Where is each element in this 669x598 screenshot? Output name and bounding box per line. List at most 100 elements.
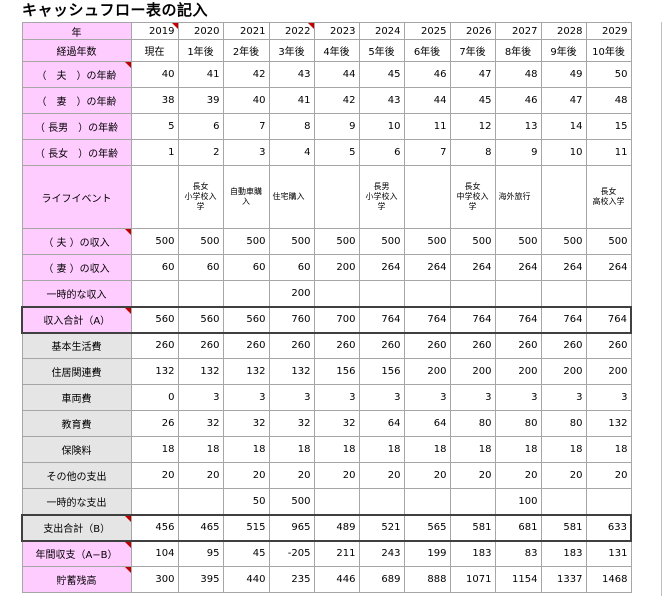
elapsed-cell[interactable]: 3年後 <box>268 39 315 62</box>
value-cell[interactable]: 500 <box>222 228 270 255</box>
value-cell[interactable]: 3 <box>358 384 405 411</box>
row-label[interactable]: 一時的な支出 <box>21 488 132 515</box>
value-cell[interactable]: 581 <box>449 513 496 542</box>
value-cell[interactable]: 200 <box>403 358 451 385</box>
value-cell[interactable]: 211 <box>313 540 360 567</box>
value-cell[interactable]: 20 <box>358 462 405 489</box>
value-cell[interactable]: 395 <box>177 566 224 593</box>
value-cell[interactable]: 46 <box>494 87 542 114</box>
value-cell[interactable]: 47 <box>540 87 587 114</box>
value-cell[interactable]: 260 <box>177 332 224 359</box>
life-event-cell[interactable] <box>313 165 360 229</box>
value-cell[interactable]: 45 <box>358 61 405 88</box>
value-cell[interactable]: 18 <box>403 436 451 463</box>
value-cell[interactable]: 8 <box>449 139 496 166</box>
elapsed-cell[interactable]: 8年後 <box>494 39 542 62</box>
value-cell[interactable]: 48 <box>494 61 542 88</box>
value-cell[interactable]: 3 <box>222 139 270 166</box>
value-cell[interactable]: 260 <box>403 332 451 359</box>
value-cell[interactable]: 581 <box>540 513 587 542</box>
value-cell[interactable]: 40 <box>222 87 270 114</box>
life-event-label[interactable]: ライフイベント <box>21 165 132 229</box>
life-event-cell[interactable]: 海外旅行 <box>494 165 542 229</box>
elapsed-cell[interactable]: 5年後 <box>358 39 405 62</box>
value-cell[interactable]: 20 <box>130 462 179 489</box>
row-label[interactable]: 一時的な収入 <box>21 280 132 307</box>
value-cell[interactable]: 264 <box>358 254 405 281</box>
year-cell[interactable]: 2025 <box>403 22 451 40</box>
value-cell[interactable]: 11 <box>403 113 451 140</box>
value-cell[interactable]: 13 <box>494 113 542 140</box>
value-cell[interactable]: 60 <box>268 254 315 281</box>
value-cell[interactable]: 515 <box>222 513 270 542</box>
value-cell[interactable]: 41 <box>268 87 315 114</box>
value-cell[interactable]: 41 <box>177 61 224 88</box>
value-cell[interactable]: 100 <box>494 488 542 515</box>
value-cell[interactable]: 243 <box>358 540 405 567</box>
value-cell[interactable]: 10 <box>540 139 587 166</box>
value-cell[interactable]: 1337 <box>540 566 587 593</box>
row-label[interactable]: （ 夫 ）の年齢 <box>21 61 132 88</box>
value-cell[interactable]: 565 <box>403 513 451 542</box>
value-cell[interactable]: 50 <box>222 488 270 515</box>
value-cell[interactable]: 7 <box>222 113 270 140</box>
value-cell[interactable]: 3 <box>222 384 270 411</box>
value-cell[interactable] <box>130 488 179 515</box>
value-cell[interactable]: 64 <box>403 410 451 437</box>
life-event-cell[interactable]: 長男 小学校入学 <box>358 165 405 229</box>
value-cell[interactable]: 3 <box>403 384 451 411</box>
year-cell[interactable]: 2029 <box>585 22 632 40</box>
value-cell[interactable]: 3 <box>494 384 542 411</box>
value-cell[interactable]: 689 <box>358 566 405 593</box>
row-label[interactable]: （ 長女 ）の年齢 <box>21 139 132 166</box>
value-cell[interactable]: 200 <box>313 254 360 281</box>
value-cell[interactable]: 1154 <box>494 566 542 593</box>
value-cell[interactable]: 300 <box>130 566 179 593</box>
value-cell[interactable]: 11 <box>585 139 632 166</box>
year-cell[interactable]: 2024 <box>358 22 405 40</box>
value-cell[interactable]: 3 <box>540 384 587 411</box>
value-cell[interactable]: 260 <box>313 332 360 359</box>
value-cell[interactable] <box>585 488 632 515</box>
elapsed-label[interactable]: 経過年数 <box>21 39 132 62</box>
value-cell[interactable]: 18 <box>222 436 270 463</box>
elapsed-cell[interactable]: 7年後 <box>449 39 496 62</box>
value-cell[interactable]: 633 <box>585 513 632 542</box>
value-cell[interactable]: 80 <box>494 410 542 437</box>
value-cell[interactable]: 32 <box>222 410 270 437</box>
value-cell[interactable]: 500 <box>313 228 360 255</box>
value-cell[interactable]: 44 <box>313 61 360 88</box>
life-event-cell[interactable] <box>403 165 451 229</box>
value-cell[interactable]: 681 <box>494 513 542 542</box>
value-cell[interactable]: 500 <box>130 228 179 255</box>
row-label[interactable]: 貯蓄残高 <box>21 566 132 593</box>
value-cell[interactable]: 700 <box>313 305 360 334</box>
value-cell[interactable]: 2 <box>177 139 224 166</box>
value-cell[interactable]: 3 <box>313 384 360 411</box>
value-cell[interactable]: 38 <box>130 87 179 114</box>
value-cell[interactable]: 132 <box>177 358 224 385</box>
value-cell[interactable]: 20 <box>268 462 315 489</box>
value-cell[interactable]: 156 <box>358 358 405 385</box>
value-cell[interactable]: 60 <box>130 254 179 281</box>
value-cell[interactable] <box>313 488 360 515</box>
value-cell[interactable]: 235 <box>268 566 315 593</box>
value-cell[interactable]: 500 <box>177 228 224 255</box>
elapsed-cell[interactable]: 4年後 <box>313 39 360 62</box>
value-cell[interactable]: 6 <box>177 113 224 140</box>
elapsed-cell[interactable]: 6年後 <box>403 39 451 62</box>
value-cell[interactable]: 264 <box>540 254 587 281</box>
value-cell[interactable] <box>540 280 587 307</box>
value-cell[interactable]: 80 <box>540 410 587 437</box>
value-cell[interactable]: 264 <box>585 254 632 281</box>
value-cell[interactable]: 48 <box>585 87 632 114</box>
value-cell[interactable]: 560 <box>130 305 179 334</box>
value-cell[interactable]: 60 <box>222 254 270 281</box>
value-cell[interactable]: 260 <box>268 332 315 359</box>
value-cell[interactable]: 500 <box>268 488 315 515</box>
row-label[interactable]: 住居関連費 <box>21 358 132 385</box>
value-cell[interactable]: 500 <box>358 228 405 255</box>
value-cell[interactable]: 5 <box>313 139 360 166</box>
value-cell[interactable]: 3 <box>268 384 315 411</box>
year-cell[interactable]: 2023 <box>313 22 360 40</box>
